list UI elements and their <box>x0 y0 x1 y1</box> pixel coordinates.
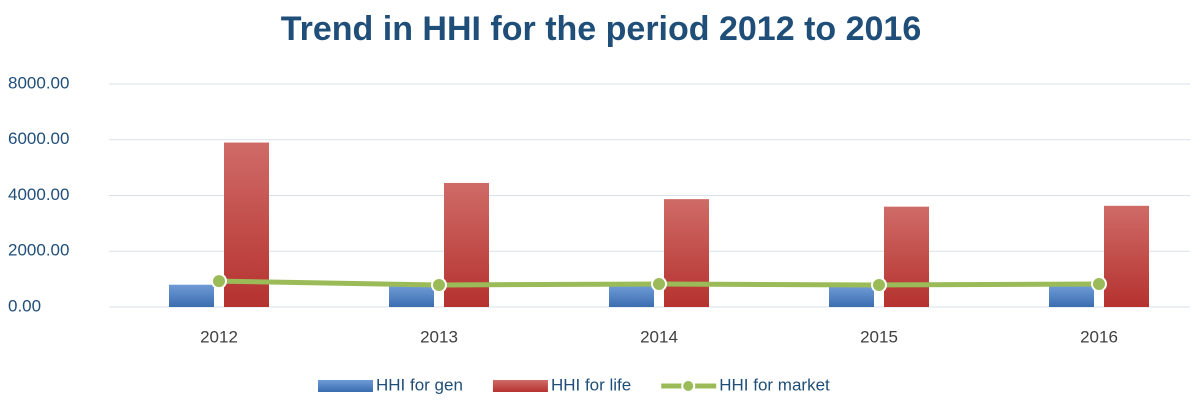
x-tick-label: 2015 <box>860 327 898 346</box>
bar <box>444 182 489 307</box>
y-tick-label: 2000.00 <box>8 241 69 260</box>
legend-label: HHI for life <box>551 375 631 394</box>
legend-swatch <box>318 380 373 392</box>
bar <box>609 285 654 307</box>
bar <box>1049 285 1094 307</box>
marker <box>211 273 227 290</box>
bar <box>664 199 709 307</box>
legend-marker <box>681 379 696 393</box>
x-tick-label: 2012 <box>200 327 238 346</box>
chart-title: Trend in HHI for the period 2012 to 2016 <box>281 10 922 48</box>
legend-swatch <box>492 380 548 392</box>
y-tick-label: 8000.00 <box>8 73 69 92</box>
marker <box>1091 276 1107 293</box>
bar <box>169 284 214 307</box>
y-tick-label: 6000.00 <box>8 129 69 148</box>
marker <box>871 276 887 293</box>
legend-label: HHI for market <box>719 375 830 394</box>
marker <box>431 276 447 293</box>
bar <box>829 286 874 307</box>
bar <box>884 206 929 307</box>
y-tick-label: 4000.00 <box>8 185 69 204</box>
bar <box>389 286 434 307</box>
y-tick-label: 0.00 <box>8 296 41 315</box>
legend-label: HHI for gen <box>376 375 463 394</box>
x-tick-label: 2014 <box>640 327 678 346</box>
marker <box>651 276 667 293</box>
x-tick-label: 2016 <box>1080 327 1118 346</box>
bar <box>1104 205 1149 307</box>
x-tick-label: 2013 <box>420 327 458 346</box>
